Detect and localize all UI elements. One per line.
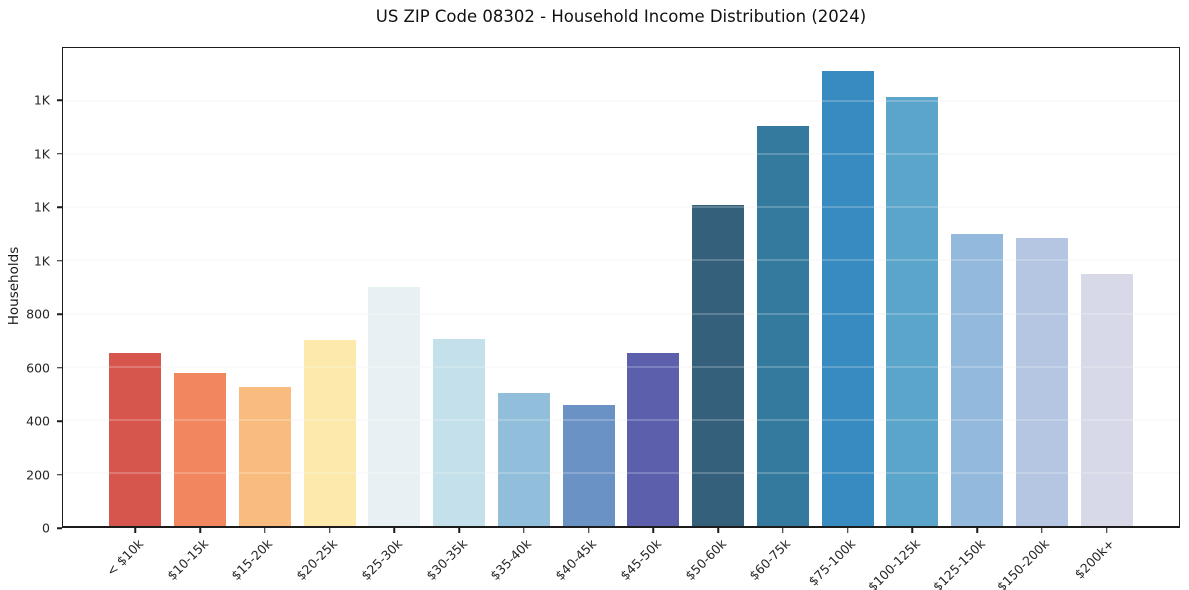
x-tick-mark <box>328 528 331 533</box>
bar-slot: $75-100k <box>806 48 880 589</box>
bar-slot: $25-30k <box>358 48 427 583</box>
bar-slot: $40-45k <box>552 48 621 583</box>
x-tick-label: $150-200k <box>994 536 1053 590</box>
x-tick-mark <box>911 528 914 533</box>
x-tick-label: $30-35k <box>422 536 470 584</box>
x-tick-label: $125-150k <box>929 536 988 590</box>
y-tick-mark <box>57 313 62 315</box>
x-tick-mark <box>976 528 978 533</box>
bar <box>1015 237 1068 526</box>
y-tick-label: 200 <box>26 467 50 483</box>
x-tick-mark <box>393 528 396 533</box>
y-tick-mark <box>57 99 62 102</box>
plot-area: < $10k $10-15k $15-20k $20-25k $25-30k $30-35… <box>62 47 1180 590</box>
x-tick-mark <box>134 528 137 533</box>
y-tick-label: 1K <box>33 146 50 162</box>
x-tick-label: $20-25k <box>293 536 341 584</box>
y-tick-mark <box>57 260 62 262</box>
y-tick-label: 400 <box>26 413 50 429</box>
x-tick-label: < $10k <box>103 536 146 579</box>
bar <box>433 338 486 526</box>
bar <box>238 386 291 526</box>
x-tick-mark <box>652 528 655 533</box>
gridlines <box>63 48 1179 526</box>
x-tick-label: $60-75k <box>746 536 794 584</box>
y-tick-label: 1K <box>33 253 50 269</box>
y-tick-mark <box>57 420 62 422</box>
bar <box>109 353 162 526</box>
y-tick-label: 1K <box>33 199 50 215</box>
y-tick-mark <box>57 473 62 476</box>
bar-slot: $45-50k <box>617 48 686 583</box>
bar-slot: $200k+ <box>1072 48 1139 582</box>
bar <box>627 353 680 526</box>
bar <box>303 340 356 526</box>
bar <box>821 70 874 526</box>
bar <box>368 287 421 526</box>
gridline <box>63 100 1179 102</box>
bar-slot: $150-200k <box>994 48 1075 590</box>
bar <box>497 393 550 526</box>
y-tick-label: 0 <box>42 520 50 536</box>
y-tick-label: 800 <box>26 306 50 322</box>
y-tick-label: 600 <box>26 360 50 376</box>
x-tick-label: $25-30k <box>357 536 405 584</box>
bar-slot: $20-25k <box>293 48 362 583</box>
y-axis: 0 200 400 600 800 1K 1K 1K 1K <box>0 47 62 536</box>
bar <box>951 233 1004 526</box>
bar-slot: $10-15k <box>164 48 233 583</box>
bar-slot: $35-40k <box>487 48 557 583</box>
bar-slot: < $10k <box>103 48 168 579</box>
bar <box>1080 273 1133 526</box>
gridline <box>63 153 1179 155</box>
gridline <box>63 313 1179 315</box>
x-tick-label: $15-20k <box>228 536 276 584</box>
x-tick-label: $45-50k <box>616 536 664 584</box>
gridline <box>63 206 1179 208</box>
x-tick-label: $40-45k <box>552 536 600 584</box>
y-tick-mark <box>57 366 62 369</box>
x-tick-mark <box>782 528 784 533</box>
x-tick-label: $35-40k <box>487 536 535 584</box>
bar <box>756 126 809 526</box>
x-tick-label: $10-15k <box>163 536 211 584</box>
x-tick-label: $200k+ <box>1071 536 1118 582</box>
x-tick-mark <box>458 528 460 533</box>
bars: < $10k $10-15k $15-20k $20-25k $25-30k $30-35… <box>63 48 1179 590</box>
x-tick-label: $100-125k <box>864 536 923 590</box>
bar-slot: $15-20k <box>228 48 298 583</box>
bar <box>174 373 227 526</box>
y-tick-mark <box>57 153 62 155</box>
bar-slot: $30-35k <box>423 48 492 583</box>
bar-slot: $100-125k <box>865 48 945 590</box>
chart-title: US ZIP Code 08302 - Household Income Dis… <box>375 7 867 26</box>
bar-slot: $60-75k <box>746 48 816 583</box>
bar <box>562 405 615 526</box>
bar <box>692 204 745 526</box>
x-tick-mark <box>264 528 266 533</box>
gridline <box>63 472 1179 474</box>
x-tick-mark <box>523 528 525 533</box>
x-tick-mark <box>717 528 719 533</box>
bar-slot: $125-150k <box>929 48 1010 590</box>
y-tick-label: 1K <box>33 92 50 108</box>
gridline <box>63 259 1179 261</box>
x-tick-mark <box>846 528 849 533</box>
x-tick-label: $50-60k <box>681 536 729 584</box>
y-tick-mark <box>57 206 62 209</box>
x-tick-label: $75-100k <box>805 536 859 589</box>
bar <box>886 97 939 526</box>
y-tick-mark <box>57 527 62 529</box>
gridline <box>63 366 1179 368</box>
gridline <box>63 419 1179 421</box>
x-tick-mark <box>1041 528 1043 533</box>
x-tick-mark <box>199 528 201 533</box>
x-tick-mark <box>587 528 590 533</box>
bar-slot: $50-60k <box>682 48 751 583</box>
x-tick-mark <box>1105 528 1108 533</box>
